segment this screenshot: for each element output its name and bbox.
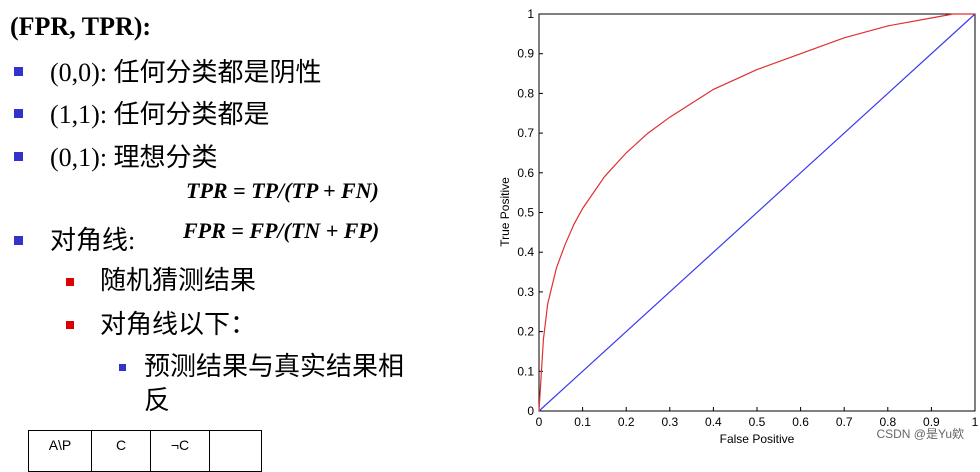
series-line-roc: [538, 13, 975, 412]
y-tick-label: 0.4: [517, 245, 534, 259]
y-tick-label: 0: [527, 404, 534, 418]
bullet-top-right: (1,1): 任何分类都是: [50, 100, 270, 129]
x-tick-label: 0: [536, 415, 543, 429]
x-tick-label: 0.1: [574, 415, 591, 429]
y-tick-label: 0.5: [517, 206, 534, 220]
y-tick-label: 0.8: [517, 86, 534, 100]
series-line-diagonal: [538, 13, 976, 412]
x-tick-label: 0.3: [661, 415, 678, 429]
bullet-marker: [14, 109, 23, 118]
y-axis-ticks: 0 0.1 0.2 0.3 0.4 0.5 0.6 0.7 0.8 0.9 1: [517, 7, 543, 418]
bullet-ideal: (0,1): 理想分类: [50, 143, 218, 172]
sub-bullet-random: 随机猜测结果: [100, 266, 257, 295]
y-tick-label: 0.6: [517, 166, 534, 180]
x-tick-label: 0.9: [923, 415, 940, 429]
x-tick-label: 0.2: [618, 415, 635, 429]
y-tick-label: 0.1: [517, 364, 534, 378]
x-tick-label: 0.7: [836, 415, 853, 429]
bullet-marker: [14, 236, 23, 245]
bullet-marker: [14, 152, 23, 161]
x-tick-label: 0.4: [705, 415, 722, 429]
sub-sub-bullet-line1: 预测结果与真实结果相: [144, 352, 405, 381]
tpr-formula: TPR = TP/(TP + FN): [186, 178, 379, 203]
y-axis-label: True Positive: [498, 177, 512, 247]
x-tick-label: 0.8: [879, 415, 896, 429]
y-tick-label: 1: [527, 7, 534, 21]
sub-bullet-marker: [66, 321, 74, 329]
bullet-diagonal: 对角线:: [50, 226, 136, 255]
roc-chart: 0 0.1 0.2 0.3 0.4 0.5 0.6 0.7 0.8 0.9 1 0 0.1 0.2 0.3…: [498, 7, 979, 446]
x-axis-label: False Positive: [720, 432, 795, 446]
bullet-marker: [14, 67, 23, 76]
y-tick-label: 0.7: [517, 126, 534, 140]
sub-bullet-below: 对角线以下：: [100, 310, 257, 339]
x-tick-label: 0.6: [792, 415, 809, 429]
sub-bullet-marker: [66, 278, 74, 286]
sub-sub-bullet-line2: 反: [144, 386, 171, 415]
x-tick-label: 0.5: [749, 415, 766, 429]
slide-title: (FPR, TPR):: [10, 12, 152, 41]
watermark: CSDN @是Yu欸: [876, 427, 964, 441]
y-tick-label: 0.3: [517, 285, 534, 299]
fpr-formula: FPR = FP/(TN + FP): [183, 218, 380, 243]
x-axis-ticks: 0 0.1 0.2 0.3 0.4 0.5 0.6 0.7 0.8 0.9 1: [536, 407, 979, 429]
sub-sub-bullet-marker: [119, 364, 126, 371]
y-tick-label: 0.2: [517, 325, 534, 339]
x-tick-label: 1: [972, 415, 979, 429]
bullet-origin: (0,0): 任何分类都是阴性: [50, 58, 322, 87]
y-tick-label: 0.9: [517, 47, 534, 61]
